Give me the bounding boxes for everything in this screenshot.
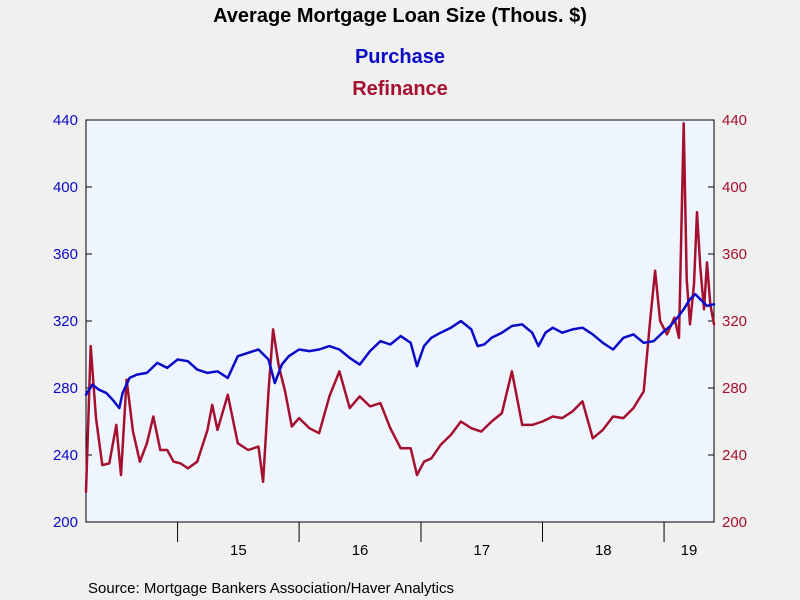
x-tick-label: 17 xyxy=(473,542,490,559)
right-tick-label: 360 xyxy=(722,246,747,263)
left-tick-label: 400 xyxy=(53,179,78,196)
x-axis: 15 16 17 18 19 xyxy=(177,522,698,559)
x-tick-label: 15 xyxy=(230,542,247,559)
x-tick-label: 16 xyxy=(352,542,369,559)
right-tick-label: 200 xyxy=(722,514,747,531)
source-note: Source: Mortgage Bankers Association/Hav… xyxy=(88,580,454,597)
plot-area xyxy=(85,119,715,523)
left-tick-label: 440 xyxy=(53,112,78,129)
left-tick-label: 280 xyxy=(53,380,78,397)
right-tick-label: 440 xyxy=(722,112,747,129)
left-tick-label: 320 xyxy=(53,313,78,330)
right-tick-label: 320 xyxy=(722,313,747,330)
right-axis: 200 240 280 320 360 400 440 xyxy=(708,112,747,531)
series-line-refinance xyxy=(84,122,716,494)
series-layer xyxy=(84,122,716,494)
x-tick-label: 19 xyxy=(681,542,698,559)
x-tick-label: 18 xyxy=(595,542,612,559)
left-tick-label: 360 xyxy=(53,246,78,263)
right-tick-label: 240 xyxy=(722,447,747,464)
legend-purchase: Purchase xyxy=(355,46,445,68)
legend-refinance: Refinance xyxy=(352,78,448,100)
right-tick-label: 400 xyxy=(722,179,747,196)
left-tick-label: 240 xyxy=(53,447,78,464)
series-line-purchase xyxy=(84,292,716,410)
right-tick-label: 280 xyxy=(722,380,747,397)
chart-title: Average Mortgage Loan Size (Thous. $) xyxy=(213,5,587,27)
left-axis: 200 240 280 320 360 400 440 xyxy=(53,112,92,531)
left-tick-label: 200 xyxy=(53,514,78,531)
